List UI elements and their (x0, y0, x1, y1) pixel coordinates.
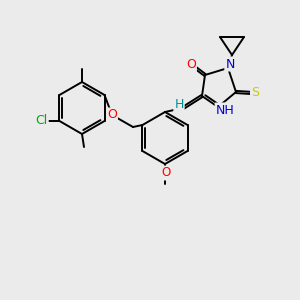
Text: O: O (161, 167, 171, 179)
Text: NH: NH (216, 103, 234, 116)
Text: O: O (186, 58, 196, 71)
Text: Cl: Cl (35, 115, 48, 128)
Text: S: S (251, 86, 259, 100)
Text: O: O (107, 109, 117, 122)
Text: H: H (174, 98, 184, 112)
Text: N: N (225, 58, 235, 70)
